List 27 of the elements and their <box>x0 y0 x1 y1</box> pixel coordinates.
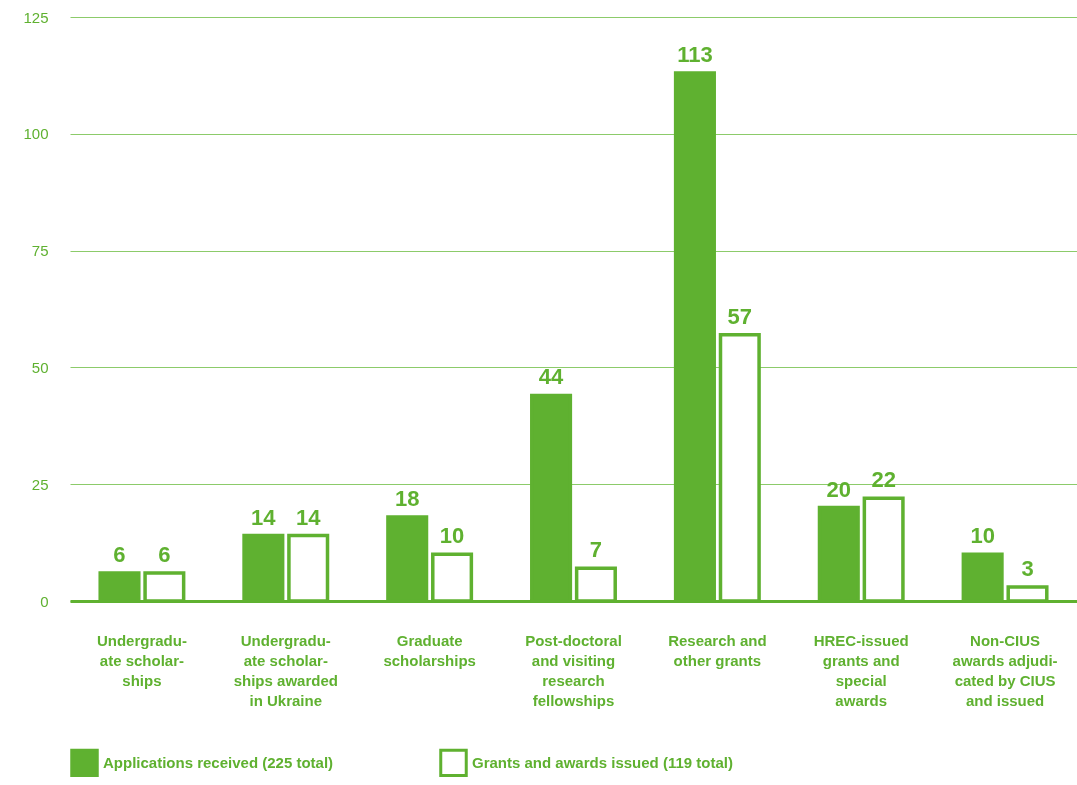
data-label: 6 <box>113 541 126 567</box>
y-tick-label: 75 <box>31 242 49 260</box>
data-label: 44 <box>538 364 565 390</box>
data-label: 3 <box>1021 555 1034 581</box>
legend-label: Applications received (225 total) <box>103 753 334 771</box>
x-tick-label: Undergradu- ate scholar- ships awarded in Ukraine <box>233 631 338 709</box>
x-tick-label: Undergradu- ate scholar- ships <box>96 631 187 689</box>
x-tick-label: Research and other grants <box>668 631 767 669</box>
data-label: 7 <box>589 537 603 563</box>
data-label: 14 <box>295 504 322 530</box>
data-label: 10 <box>970 523 995 549</box>
legend-label: Grants and awards issued (119 total) <box>472 753 733 771</box>
x-tick-label: Graduate scholarships <box>383 631 476 669</box>
data-label: 6 <box>158 541 171 567</box>
data-label: 14 <box>251 504 277 530</box>
data-label: 113 <box>677 42 713 68</box>
y-tick-label: 125 <box>23 8 49 26</box>
x-tick-label: Post-doctoral and visiting research fellowships <box>525 631 622 709</box>
y-tick-label: 25 <box>31 475 49 493</box>
y-tick-label: 0 <box>40 592 49 610</box>
data-label: 18 <box>394 485 420 511</box>
x-tick-label: Non-CIUS awards adjudi- cated by CIUS and issued <box>952 631 1058 709</box>
data-label: 57 <box>727 303 753 329</box>
x-tick-label: HREC-issued grants and special awards <box>813 631 909 709</box>
data-label: 10 <box>439 523 465 549</box>
y-tick-label: 100 <box>23 125 49 143</box>
y-tick-label: 50 <box>31 358 49 376</box>
